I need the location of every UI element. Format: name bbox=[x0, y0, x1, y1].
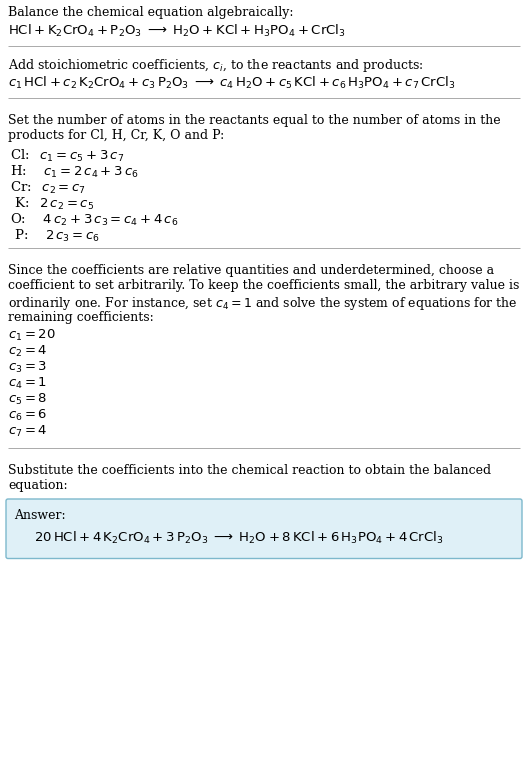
Text: products for Cl, H, Cr, K, O and P:: products for Cl, H, Cr, K, O and P: bbox=[8, 129, 224, 143]
Text: Balance the chemical equation algebraically:: Balance the chemical equation algebraica… bbox=[8, 6, 294, 19]
FancyBboxPatch shape bbox=[6, 499, 522, 559]
Text: H:   $c_1 = 2\,c_4 + 3\,c_6$: H: $c_1 = 2\,c_4 + 3\,c_6$ bbox=[10, 164, 139, 180]
Text: ordinarily one. For instance, set $c_4 = 1$ and solve the system of equations fo: ordinarily one. For instance, set $c_4 =… bbox=[8, 295, 517, 312]
Text: $c_5 = 8$: $c_5 = 8$ bbox=[8, 392, 48, 407]
Text: $c_2 = 4$: $c_2 = 4$ bbox=[8, 344, 48, 359]
Text: $c_3 = 3$: $c_3 = 3$ bbox=[8, 360, 47, 375]
Text: $c_1\,\mathrm{HCl} + c_2\,\mathrm{K_2CrO_4} + c_3\,\mathrm{P_2O_3} \;\longrighta: $c_1\,\mathrm{HCl} + c_2\,\mathrm{K_2CrO… bbox=[8, 75, 456, 91]
Text: $c_4 = 1$: $c_4 = 1$ bbox=[8, 376, 47, 391]
Text: equation:: equation: bbox=[8, 480, 68, 492]
Text: Cl:  $c_1 = c_5 + 3\,c_7$: Cl: $c_1 = c_5 + 3\,c_7$ bbox=[10, 148, 124, 164]
Text: coefficient to set arbitrarily. To keep the coefficients small, the arbitrary va: coefficient to set arbitrarily. To keep … bbox=[8, 280, 520, 293]
Text: $20\,\mathrm{HCl} + 4\,\mathrm{K_2CrO_4} + 3\,\mathrm{P_2O_3} \;\longrightarrow\: $20\,\mathrm{HCl} + 4\,\mathrm{K_2CrO_4}… bbox=[34, 530, 444, 546]
Text: $c_1 = 20$: $c_1 = 20$ bbox=[8, 328, 56, 343]
Text: Cr:  $c_2 = c_7$: Cr: $c_2 = c_7$ bbox=[10, 180, 86, 196]
Text: $c_6 = 6$: $c_6 = 6$ bbox=[8, 408, 48, 423]
Text: Add stoichiometric coefficients, $c_i$, to the reactants and products:: Add stoichiometric coefficients, $c_i$, … bbox=[8, 58, 423, 74]
Text: Answer:: Answer: bbox=[14, 509, 65, 522]
Text: remaining coefficients:: remaining coefficients: bbox=[8, 311, 154, 324]
Text: $c_7 = 4$: $c_7 = 4$ bbox=[8, 424, 48, 439]
Text: Set the number of atoms in the reactants equal to the number of atoms in the: Set the number of atoms in the reactants… bbox=[8, 114, 501, 127]
Text: Since the coefficients are relative quantities and underdetermined, choose a: Since the coefficients are relative quan… bbox=[8, 264, 494, 277]
Text: K:  $2\,c_2 = c_5$: K: $2\,c_2 = c_5$ bbox=[10, 196, 94, 212]
Text: O:   $4\,c_2 + 3\,c_3 = c_4 + 4\,c_6$: O: $4\,c_2 + 3\,c_3 = c_4 + 4\,c_6$ bbox=[10, 212, 178, 228]
Text: P:   $2\,c_3 = c_6$: P: $2\,c_3 = c_6$ bbox=[10, 228, 100, 244]
Text: $\mathrm{HCl + K_2CrO_4 + P_2O_3 \;\longrightarrow\; H_2O + KCl + H_3PO_4 + CrCl: $\mathrm{HCl + K_2CrO_4 + P_2O_3 \;\long… bbox=[8, 23, 346, 39]
Text: Substitute the coefficients into the chemical reaction to obtain the balanced: Substitute the coefficients into the che… bbox=[8, 464, 491, 477]
